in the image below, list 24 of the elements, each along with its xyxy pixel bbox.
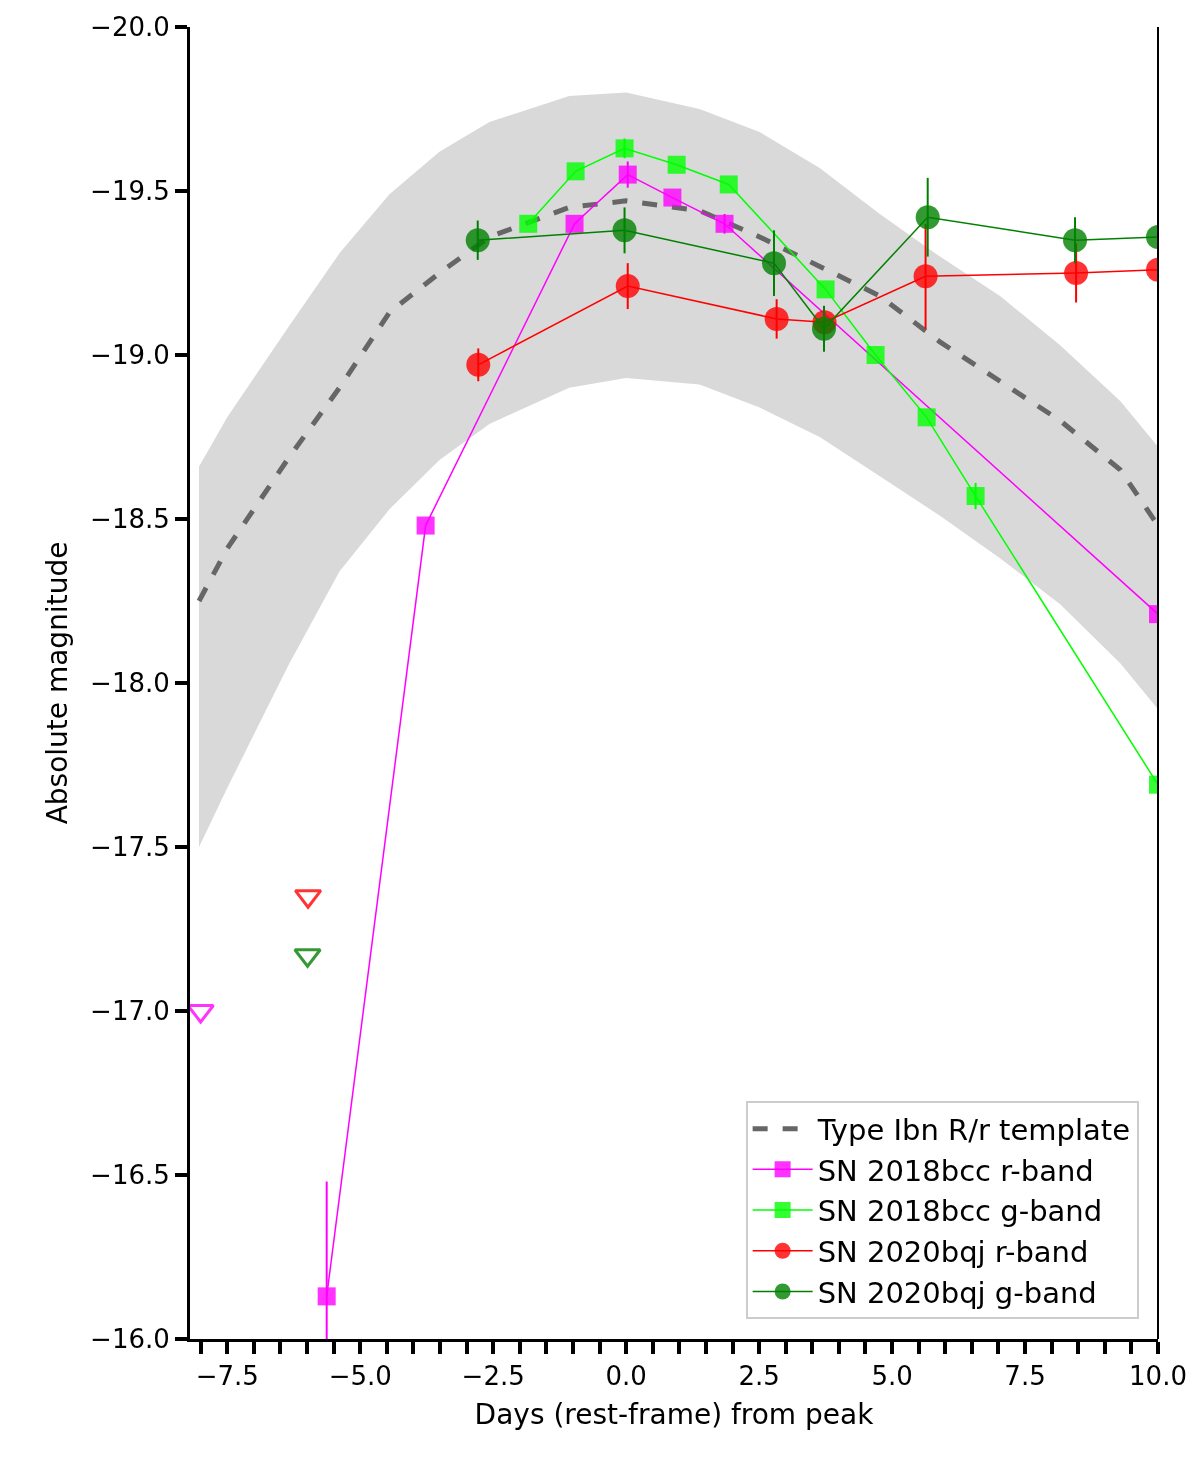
legend-label: SN 2018bcc g-band [817, 1194, 1103, 1229]
x-tick-label: −7.5 [195, 1361, 259, 1392]
x-tick-label: 0.0 [605, 1361, 647, 1392]
y-tick-label: −20.0 [90, 12, 170, 43]
x-axis-title: Days (rest-frame) from peak [474, 1398, 875, 1432]
x-tick-label: 5.0 [871, 1361, 913, 1392]
y-tick-label: −16.0 [90, 1324, 170, 1355]
y-tick-label: −17.5 [90, 832, 170, 863]
legend-label: SN 2020bqj r-band [817, 1235, 1089, 1270]
x-tick-label: −5.0 [328, 1361, 392, 1392]
x-tick-label: −2.5 [461, 1361, 525, 1392]
x-tick-label: 2.5 [738, 1361, 780, 1392]
y-tick-label: −16.5 [90, 1160, 170, 1191]
y-tick-label: −18.0 [90, 668, 170, 699]
y-tick-label: −17.0 [90, 996, 170, 1027]
y-axis-title: Absolute magnitude [40, 541, 74, 825]
x-tick-label: 7.5 [1004, 1361, 1046, 1392]
y-tick-label: −18.5 [90, 504, 170, 535]
x-tick-label: 10.0 [1129, 1361, 1187, 1392]
legend-label: SN 2018bcc r-band [817, 1153, 1094, 1188]
y-tick-label: −19.0 [90, 340, 170, 371]
legend-label: Type Ibn R/r template [816, 1112, 1130, 1147]
legend-label: SN 2020bqj g-band [817, 1275, 1097, 1310]
y-tick-label: −19.5 [90, 176, 170, 207]
